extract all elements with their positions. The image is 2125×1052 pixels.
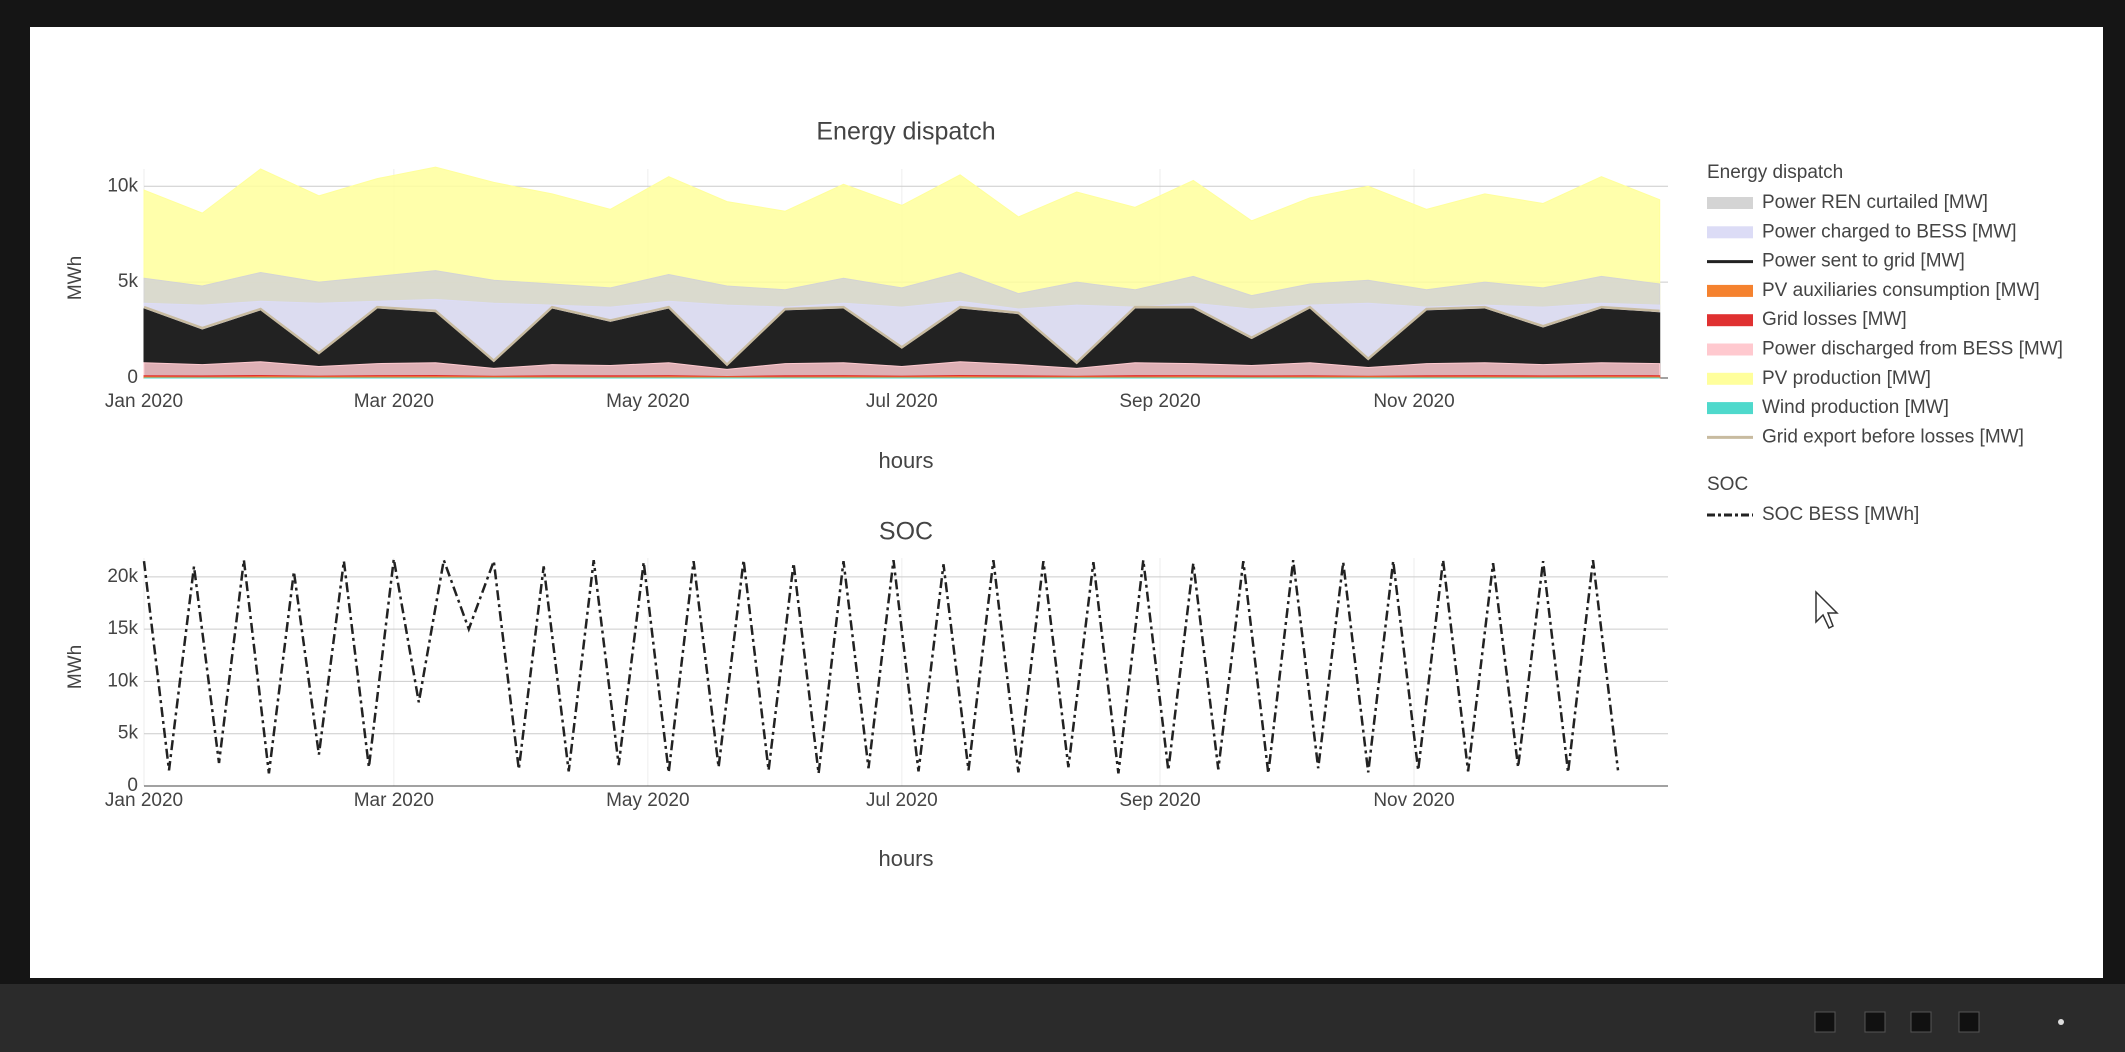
x-tick-label: May 2020 [606,391,689,412]
legend-swatch [1707,197,1753,209]
legend-swatch [1707,344,1753,356]
y-axis-label: MWh [65,645,86,689]
x-tick-label: Sep 2020 [1119,391,1200,412]
chart-title: SOC [879,518,933,546]
x-tick-label: May 2020 [606,790,689,811]
x-tick-label: Jan 2020 [105,391,183,412]
page: Jan 2020 Mar 2020 May 2020 Jul 2020 Sep 2020… [0,0,2125,1052]
y-tick-label: 10k [107,670,138,691]
monitor-button[interactable] [1865,1012,1885,1032]
y-tick-label: 0 [127,367,138,388]
legend-label: PV production [MW] [1762,368,1931,389]
x-tick-label: Jul 2020 [866,790,938,811]
y-tick-label: 15k [107,618,138,639]
x-tick-label: Mar 2020 [354,391,434,412]
legend-label: Grid export before losses [MW] [1762,426,2024,447]
legend-swatch [1707,373,1753,385]
legend-label: Power REN curtailed [MW] [1762,192,1988,213]
x-axis-label: hours [878,846,933,871]
x-tick-label: Nov 2020 [1373,391,1454,412]
legend-label: PV auxiliaries consumption [MW] [1762,280,2040,301]
screen: Jan 2020 Mar 2020 May 2020 Jul 2020 Sep 2020… [0,0,2125,1052]
y-axis-label: MWh [65,256,86,300]
legend-swatch [1707,285,1753,297]
x-tick-label: Jan 2020 [105,790,183,811]
legend-swatch [1707,226,1753,238]
monitor-button[interactable] [1815,1012,1835,1032]
monitor-button[interactable] [1911,1012,1931,1032]
y-tick-label: 0 [127,775,138,796]
y-tick-label: 10k [107,175,138,196]
power-led [2058,1019,2064,1025]
legend-label: Power discharged from BESS [MW] [1762,339,2063,360]
legend-swatch [1707,402,1753,414]
x-tick-label: Sep 2020 [1119,790,1200,811]
legend-label: Wind production [MW] [1762,397,1949,418]
legend-title: Energy dispatch [1707,162,1843,183]
legend-label: Grid losses [MW] [1762,309,1907,330]
legend-label: SOC BESS [MWh] [1762,504,1919,525]
monitor-button[interactable] [1959,1012,1979,1032]
x-tick-label: Jul 2020 [866,391,938,412]
legend-title: SOC [1707,474,1748,495]
x-axis-label: hours [878,448,933,473]
x-tick-label: Mar 2020 [354,790,434,811]
monitor-bezel [0,984,2125,1052]
y-tick-label: 20k [107,566,138,587]
x-tick-label: Nov 2020 [1373,790,1454,811]
y-tick-label: 5k [118,271,139,292]
legend-swatch [1707,314,1753,326]
legend-label: Power charged to BESS [MW] [1762,221,2017,242]
chart-title: Energy dispatch [816,118,995,146]
y-tick-label: 5k [118,723,139,744]
legend-label: Power sent to grid [MW] [1762,251,1965,272]
